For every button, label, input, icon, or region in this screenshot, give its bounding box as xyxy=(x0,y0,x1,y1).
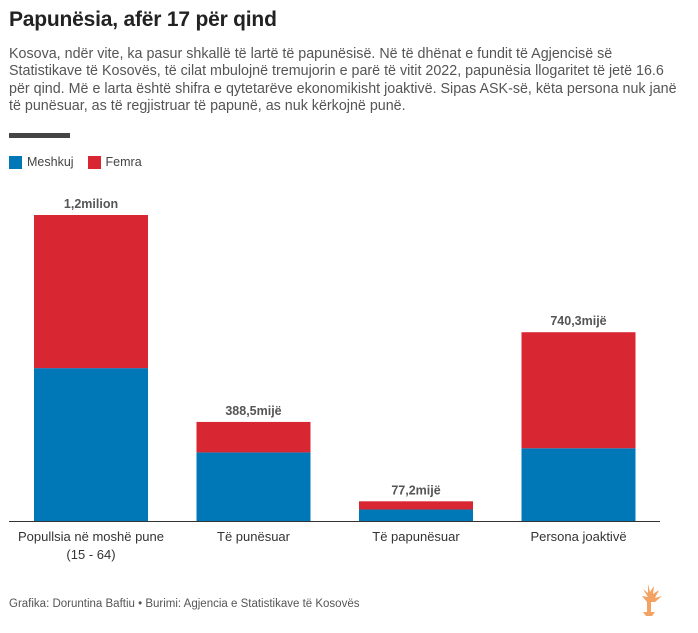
bar-meshkuj-2 xyxy=(196,452,311,521)
total-label-4: 740,3mijë xyxy=(550,314,606,328)
total-label-1: 1,2milion xyxy=(64,197,118,211)
total-label-3: 77,2mijë xyxy=(391,483,440,497)
bar-femra-3 xyxy=(359,501,473,510)
bar-meshkuj-4 xyxy=(521,448,636,521)
chart-description: Kosova, ndër vite, ka pasur shkallë të l… xyxy=(9,46,677,115)
legend-item-femra: Femra xyxy=(87,155,142,169)
bar-femra-1 xyxy=(34,215,148,369)
footer-credit: Grafika: Doruntina Baftiu • Burimi: Agje… xyxy=(9,598,360,610)
bar-meshkuj-1 xyxy=(34,368,148,521)
category-label-1-line2: (15 - 64) xyxy=(66,547,115,562)
bar-meshkuj-3 xyxy=(359,509,473,521)
legend-label-meshkuj: Meshkuj xyxy=(27,155,74,169)
title-rule xyxy=(9,133,70,138)
category-label-3: Të papunësuar xyxy=(372,529,460,544)
rfe-rl-flame-logo-icon xyxy=(642,584,662,616)
bar-femra-4 xyxy=(521,332,636,449)
bar-femra-2 xyxy=(196,421,311,453)
category-label-2: Të punësuar xyxy=(217,529,291,544)
chart-title: Papunësia, afër 17 për qind xyxy=(9,8,277,31)
total-label-2: 388,5mijë xyxy=(225,404,281,418)
category-label-1: Popullsia në moshë pune xyxy=(18,529,164,544)
legend: Meshkuj Femra xyxy=(9,155,142,169)
legend-swatch-femra xyxy=(87,155,101,169)
legend-label-femra: Femra xyxy=(105,155,142,169)
category-label-4: Persona joaktivë xyxy=(530,529,626,544)
legend-item-meshkuj: Meshkuj xyxy=(9,155,74,169)
legend-swatch-meshkuj xyxy=(9,155,22,169)
